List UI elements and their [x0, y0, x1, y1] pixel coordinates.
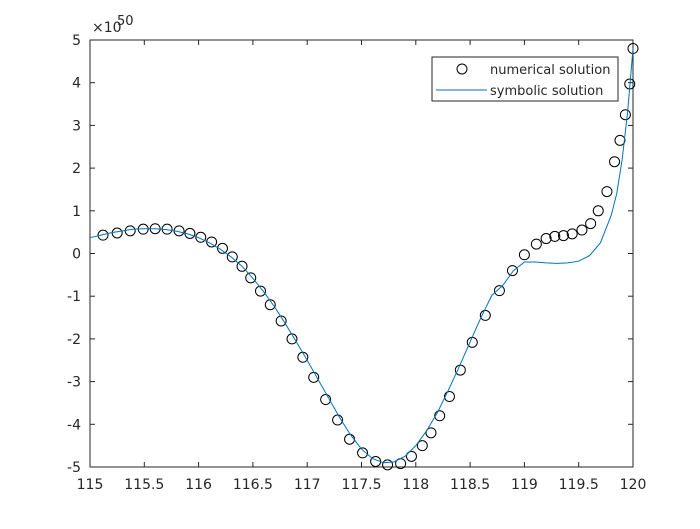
data-point	[275, 315, 287, 327]
x-tick-label: 115	[77, 477, 104, 493]
y-tick-label: 3	[72, 118, 81, 134]
data-point	[443, 391, 455, 403]
y-tick-label: 1	[72, 204, 81, 220]
data-point	[195, 231, 207, 243]
axes-box	[89, 39, 634, 468]
data-point	[97, 229, 109, 241]
x-tick-label: 119	[511, 477, 538, 493]
data-point	[609, 156, 621, 168]
data-point	[619, 109, 631, 121]
data-point	[479, 309, 491, 321]
y-tick-label: 4	[72, 76, 81, 92]
data-point	[540, 233, 552, 245]
x-tick-label: 116.5	[233, 477, 273, 493]
y-tick-label: -2	[67, 332, 81, 348]
data-point	[255, 285, 267, 297]
data-point	[530, 238, 542, 250]
x-tick-label: 120	[620, 477, 647, 493]
data-point	[382, 459, 394, 471]
y-tick-label: 2	[72, 161, 81, 177]
x-tick-label: 117	[294, 477, 321, 493]
data-point	[592, 205, 604, 217]
y-tick-label: -3	[67, 375, 81, 391]
y-multiplier-base: ×10	[92, 20, 122, 36]
y-tick-label: -1	[67, 289, 81, 305]
y-tick-label: 0	[72, 247, 81, 263]
data-point	[549, 230, 561, 242]
legend-label: numerical solution	[490, 63, 610, 78]
data-point	[601, 186, 613, 198]
x-tick-label: 115.5	[124, 477, 164, 493]
data-point	[557, 230, 569, 242]
x-tick-label: 118	[402, 477, 429, 493]
data-point	[614, 134, 626, 146]
y-tick-label: -5	[67, 460, 81, 476]
data-point	[320, 394, 332, 406]
data-point	[226, 251, 238, 263]
data-point	[518, 249, 530, 261]
data-point	[357, 447, 369, 459]
x-tick-label: 116	[185, 477, 212, 493]
y-tick-label: -4	[67, 417, 81, 433]
series-line	[89, 48, 634, 464]
data-point	[236, 260, 248, 272]
data-point	[245, 272, 257, 284]
data-point	[425, 427, 437, 439]
data-point	[216, 242, 228, 254]
x-tick-label: 117.5	[341, 477, 381, 493]
data-point	[585, 218, 597, 230]
x-tick-label: 119.5	[559, 477, 599, 493]
data-point	[405, 450, 417, 462]
data-point	[416, 440, 428, 452]
data-point	[576, 224, 588, 236]
data-point	[264, 299, 276, 311]
x-tick-label: 118.5	[450, 477, 490, 493]
legend-marker	[456, 63, 468, 75]
data-point	[506, 265, 518, 277]
legend-label: symbolic solution	[490, 84, 603, 99]
y-multiplier-exponent: 50	[117, 14, 134, 29]
data-point	[493, 285, 505, 297]
y-tick-label: 5	[72, 33, 81, 49]
data-point	[434, 410, 446, 422]
data-point	[566, 228, 578, 240]
